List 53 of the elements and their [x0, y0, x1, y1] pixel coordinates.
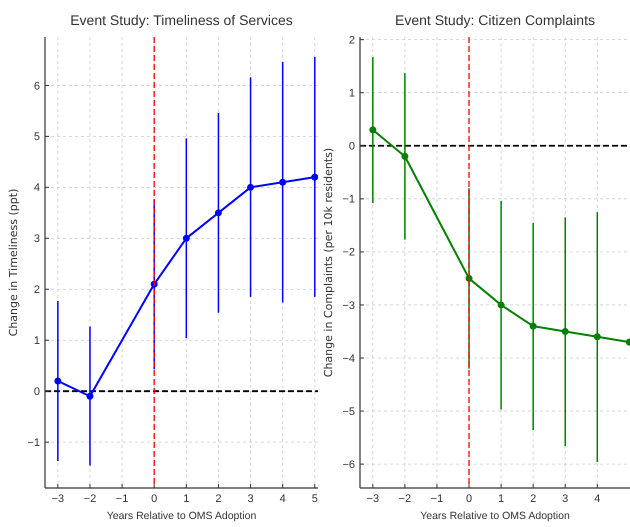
y-tick-label: 3 — [34, 233, 40, 246]
x-tick-label: 1 — [183, 493, 190, 505]
x-tick-label: −1 — [430, 493, 444, 505]
y-tick-label: −3 — [342, 300, 355, 312]
x-axis-title: Years Relative to OMS Adoption — [420, 510, 570, 522]
y-tick-label: 1 — [34, 335, 40, 348]
y-tick-label: 2 — [34, 284, 40, 296]
x-tick-label: 0 — [151, 493, 158, 505]
point — [530, 322, 537, 330]
x-tick-label: 3 — [247, 493, 254, 505]
x-tick-label: −2 — [84, 493, 96, 505]
point — [594, 333, 601, 340]
y-tick-label: −1 — [27, 436, 40, 449]
point — [279, 178, 286, 186]
y-tick-label: 0 — [348, 140, 355, 153]
x-tick-label: 5 — [312, 493, 318, 505]
chart-title: Event Study: Citizen Complaints — [395, 12, 595, 28]
y-tick-label: 6 — [34, 80, 40, 92]
point — [182, 234, 190, 242]
x-tick-label: 4 — [280, 493, 286, 505]
point — [311, 174, 318, 181]
x-tick-label: −2 — [398, 493, 412, 505]
point — [369, 126, 376, 134]
y-tick-label: −5 — [342, 406, 355, 418]
y-tick-label: 5 — [34, 131, 40, 144]
y-tick-label: 2 — [348, 34, 355, 47]
y-axis-title: Change in Complaints (per 10k residents) — [322, 148, 335, 378]
point — [54, 377, 62, 384]
y-axis-title: Change in Timeliness (ppt) — [7, 188, 20, 336]
point — [562, 328, 569, 335]
y-tick-label: −2 — [342, 246, 355, 259]
y-tick-label: −4 — [342, 352, 355, 365]
y-tick-label: 4 — [34, 182, 40, 194]
x-tick-label: 2 — [215, 493, 222, 505]
x-tick-label: 3 — [562, 493, 568, 505]
chart-title: Event Study: Timeliness of Services — [70, 12, 293, 28]
point — [247, 184, 254, 191]
point — [401, 152, 408, 160]
x-tick-label: −3 — [366, 493, 380, 505]
x-tick-label: 4 — [594, 493, 600, 505]
x-tick-label: 1 — [498, 493, 504, 505]
y-tick-label: −1 — [342, 194, 355, 206]
point — [214, 209, 222, 216]
x-tick-label: 2 — [530, 493, 536, 505]
x-axis-title: Years Relative to OMS Adoption — [106, 510, 256, 522]
point — [86, 392, 94, 400]
y-tick-label: −6 — [342, 458, 355, 471]
x-tick-label: 0 — [466, 493, 472, 505]
point — [498, 301, 505, 308]
x-tick-label: −3 — [52, 493, 64, 505]
y-tick-label: 0 — [34, 386, 40, 398]
y-tick-label: 1 — [348, 88, 355, 100]
x-tick-label: −1 — [116, 493, 128, 505]
